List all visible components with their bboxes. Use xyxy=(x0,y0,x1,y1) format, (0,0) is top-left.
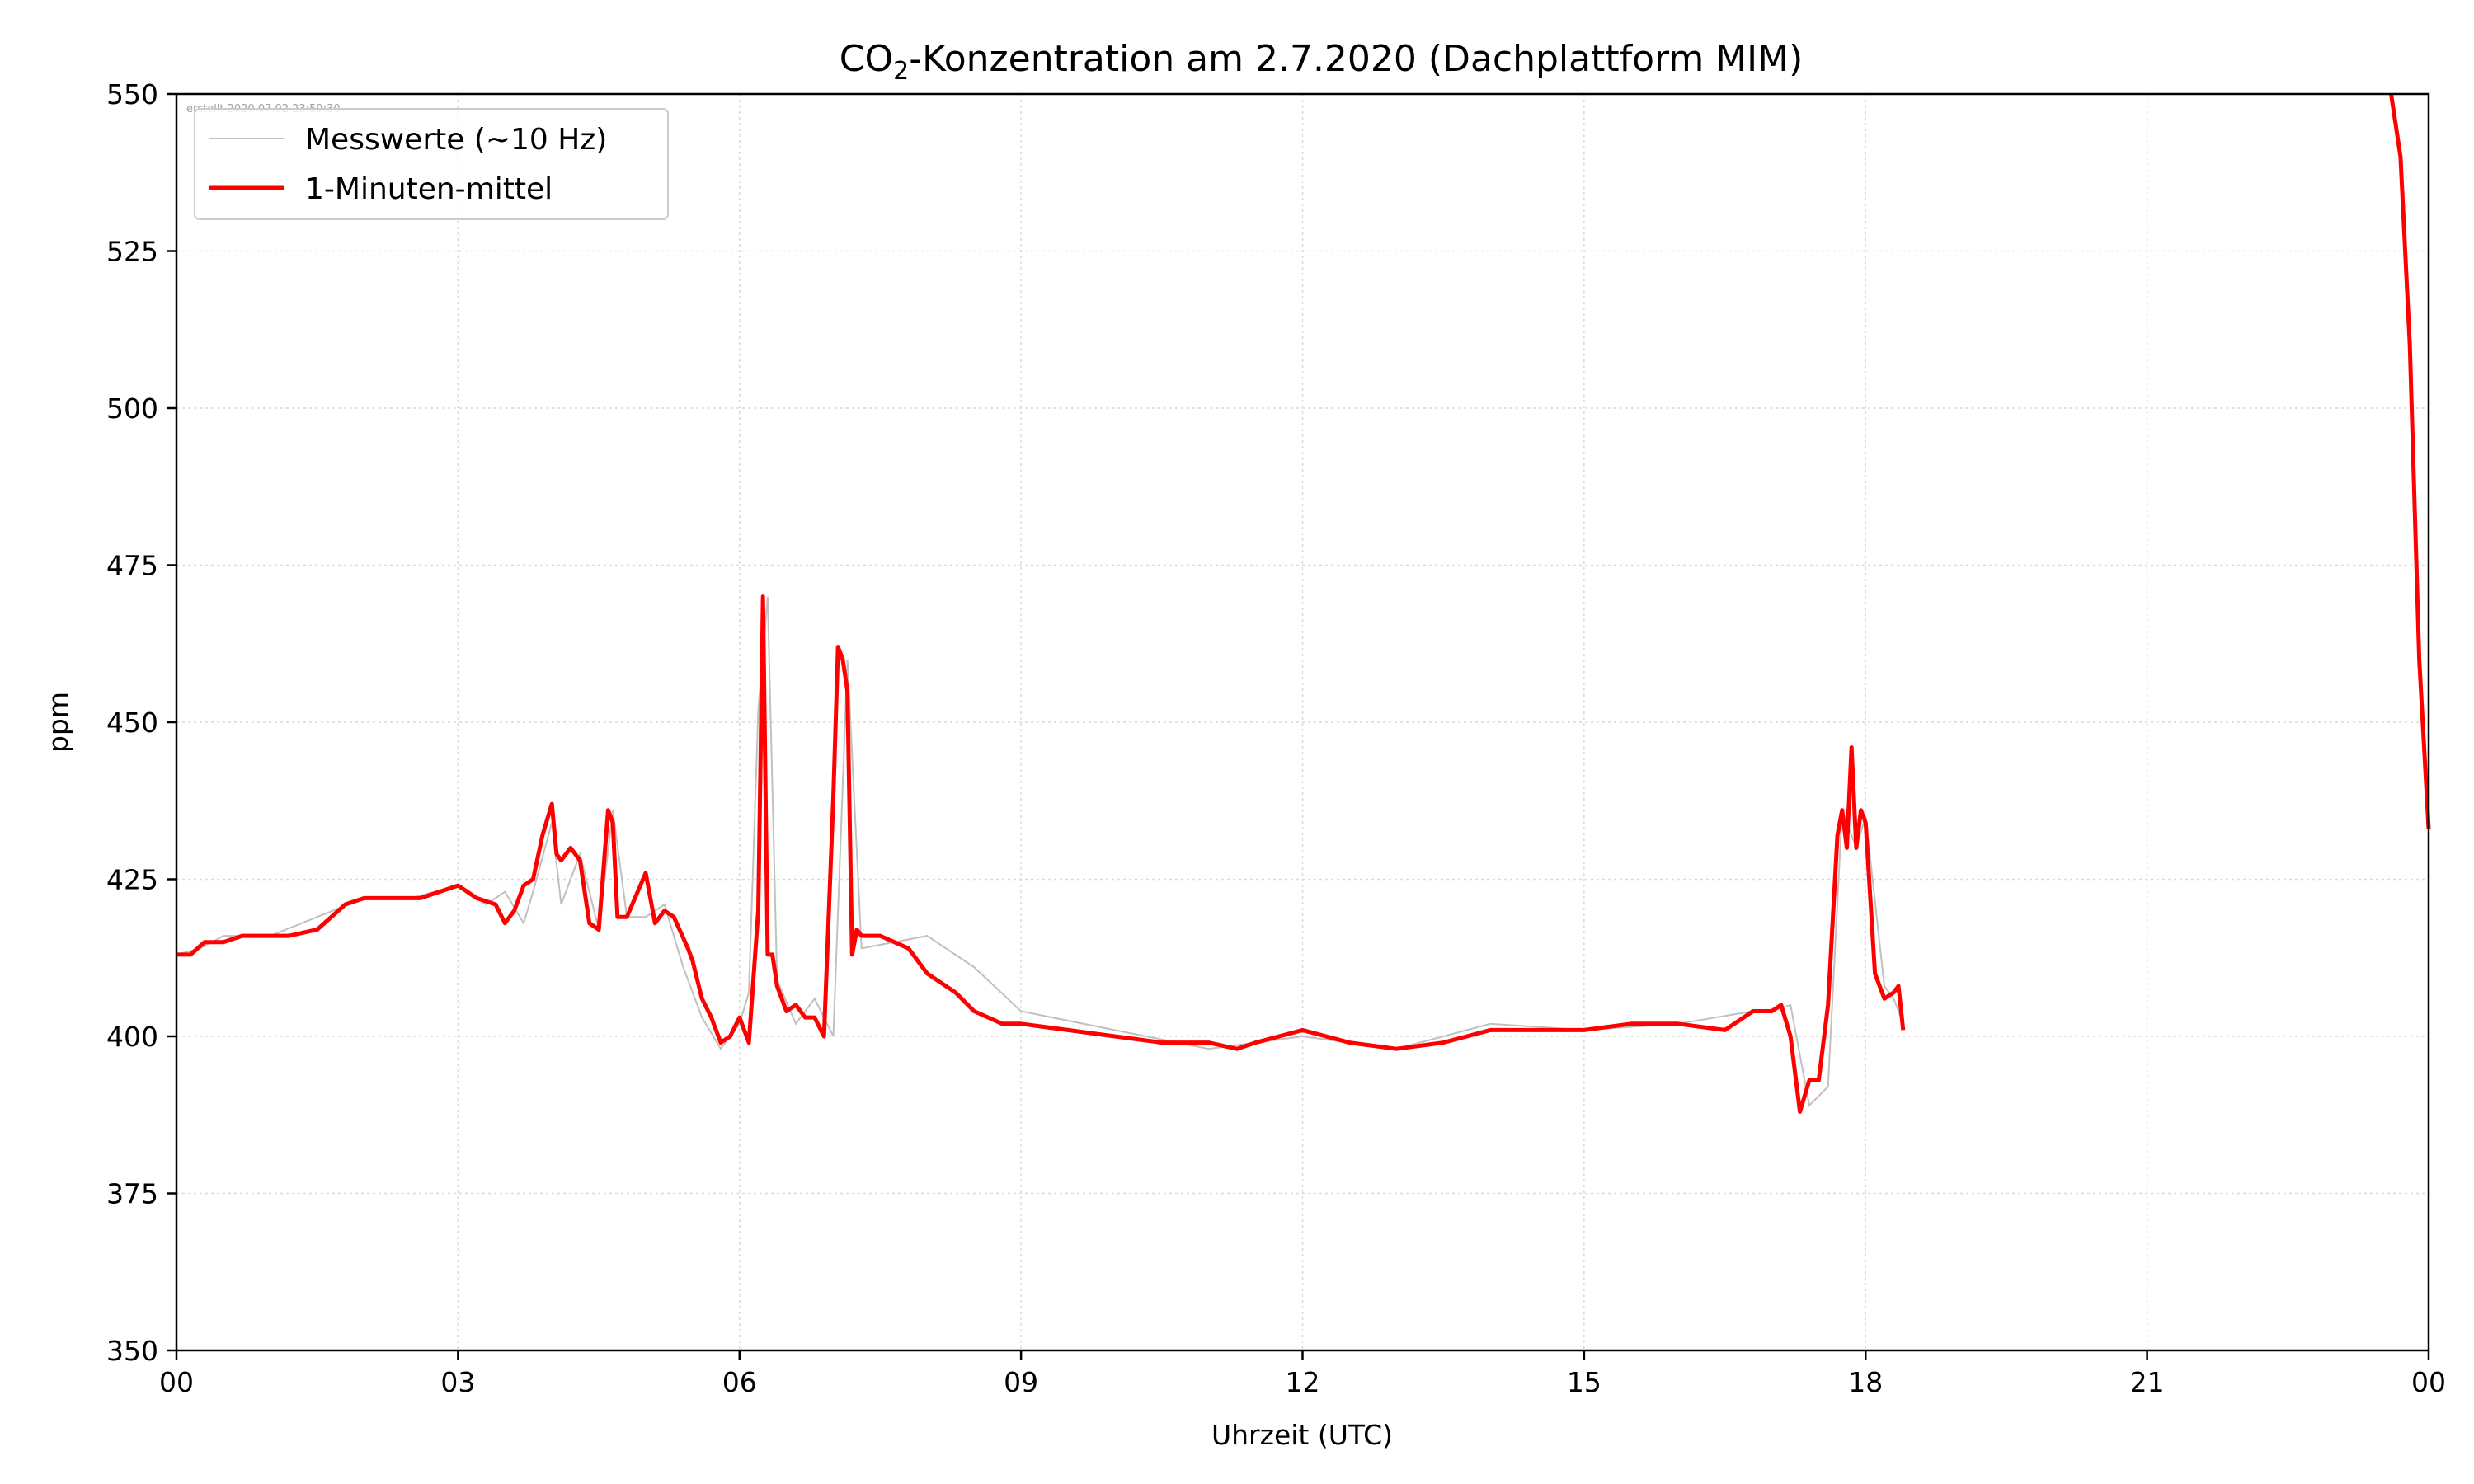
mean-series-line-late xyxy=(2389,93,2431,829)
x-tick-label-7: 21 xyxy=(2130,1366,2165,1398)
legend-label-mean: 1-Minuten-mittel xyxy=(305,172,553,206)
x-tick-label-8: 00 xyxy=(2411,1366,2446,1398)
x-tick-label-5: 15 xyxy=(1567,1366,1602,1398)
x-tick-label-3: 09 xyxy=(1004,1366,1038,1398)
legend: Messwerte (~10 Hz) 1-Minuten-mittel xyxy=(194,108,669,220)
legend-box xyxy=(194,108,669,220)
y-tick-label-8: 550 xyxy=(106,78,158,110)
x-tick-label-1: 03 xyxy=(440,1366,475,1398)
y-tick-label-7: 525 xyxy=(106,236,158,268)
chart-title: CO2-Konzentration am 2.7.2020 (Dachplatt… xyxy=(840,38,1804,86)
x-tick-label-0: 00 xyxy=(159,1366,194,1398)
chart-title-subscript: 2 xyxy=(893,57,909,86)
y-tick-label-0: 350 xyxy=(106,1335,158,1367)
y-tick-label-1: 375 xyxy=(106,1178,158,1210)
mean-series-layer xyxy=(176,93,2431,1114)
y-tick-label-4: 450 xyxy=(106,707,158,739)
y-tick-label-5: 475 xyxy=(106,550,158,582)
y-tick-label-2: 400 xyxy=(106,1021,158,1053)
y-tick-label-3: 425 xyxy=(106,864,158,896)
x-tick-label-6: 18 xyxy=(1848,1366,1883,1398)
mean-series-line xyxy=(176,594,1906,1114)
x-tick-label-2: 06 xyxy=(722,1366,757,1398)
x-tick-label-4: 12 xyxy=(1286,1366,1320,1398)
legend-label-raw: Messwerte (~10 Hz) xyxy=(305,123,607,157)
chart-title-main: CO xyxy=(840,38,893,80)
y-axis-label: ppm xyxy=(42,692,74,753)
x-axis-label: Uhrzeit (UTC) xyxy=(1211,1419,1393,1451)
ticks-layer: 00 03 06 09 12 15 18 21 003503754004254504755005… xyxy=(106,78,2446,1398)
y-tick-label-6: 500 xyxy=(106,392,158,425)
chart-title-rest: -Konzentration am 2.7.2020 (Dachplattfor… xyxy=(909,38,1803,80)
